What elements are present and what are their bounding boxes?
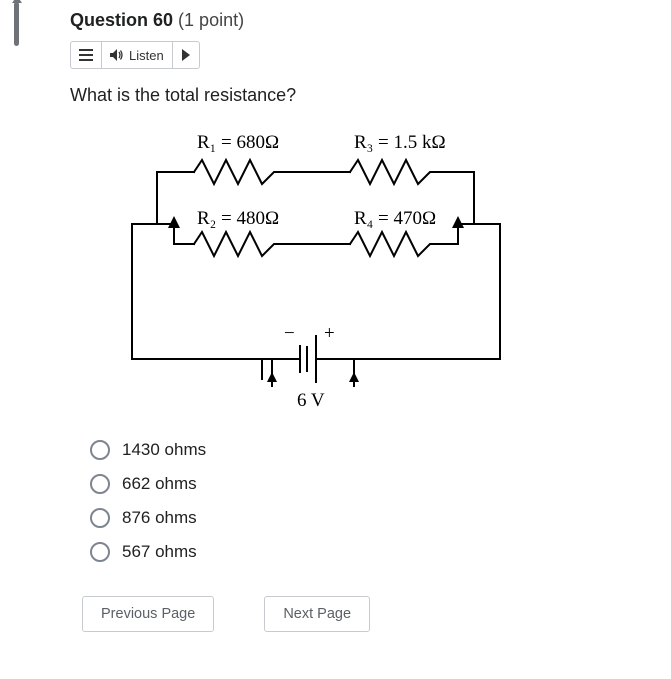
option-label: 1430 ohms <box>122 440 206 460</box>
play-button[interactable] <box>173 42 199 68</box>
circuit-diagram: R₁ = 680Ω R₃ = 1.5 kΩ R₂ = 480Ω R₄ = 470… <box>102 124 534 414</box>
answer-options: 1430 ohms 662 ohms 876 ohms 567 ohms <box>90 440 651 562</box>
option-row[interactable]: 567 ohms <box>90 542 651 562</box>
option-label: 567 ohms <box>122 542 197 562</box>
option-row[interactable]: 876 ohms <box>90 508 651 528</box>
play-icon <box>181 49 191 61</box>
r2-label: R₂ = 480Ω <box>197 208 279 229</box>
option-label: 876 ohms <box>122 508 197 528</box>
scroll-indicator[interactable] <box>14 2 19 46</box>
circuit-svg: R₁ = 680Ω R₃ = 1.5 kΩ R₂ = 480Ω R₄ = 470… <box>102 124 534 414</box>
r3-label: R₃ = 1.5 kΩ <box>354 132 446 153</box>
question-prompt: What is the total resistance? <box>70 85 651 106</box>
speaker-icon <box>110 49 124 61</box>
option-row[interactable]: 662 ohms <box>90 474 651 494</box>
menu-icon <box>79 49 93 61</box>
previous-page-button[interactable]: Previous Page <box>82 596 214 632</box>
polarity-pos: + <box>324 323 335 344</box>
r1-label: R₁ = 680Ω <box>197 132 279 153</box>
option-label: 662 ohms <box>122 474 197 494</box>
question-number: Question 60 <box>70 10 173 30</box>
question-header: Question 60 (1 point) <box>70 10 651 31</box>
option-row[interactable]: 1430 ohms <box>90 440 651 460</box>
next-page-button[interactable]: Next Page <box>264 596 370 632</box>
radio-icon[interactable] <box>90 508 110 528</box>
listen-button[interactable]: Listen <box>102 42 173 68</box>
radio-icon[interactable] <box>90 474 110 494</box>
radio-icon[interactable] <box>90 440 110 460</box>
listen-label: Listen <box>129 48 164 63</box>
r4-label: R₄ = 470Ω <box>354 208 436 229</box>
polarity-neg: − <box>284 323 295 344</box>
listen-toolbar: Listen <box>70 41 200 69</box>
question-container: Question 60 (1 point) Listen What is the… <box>30 10 671 632</box>
source-label: 6 V <box>297 390 325 411</box>
nav-buttons: Previous Page Next Page <box>82 596 651 632</box>
question-points: (1 point) <box>178 10 244 30</box>
toolbar-menu-button[interactable] <box>71 42 102 68</box>
radio-icon[interactable] <box>90 542 110 562</box>
